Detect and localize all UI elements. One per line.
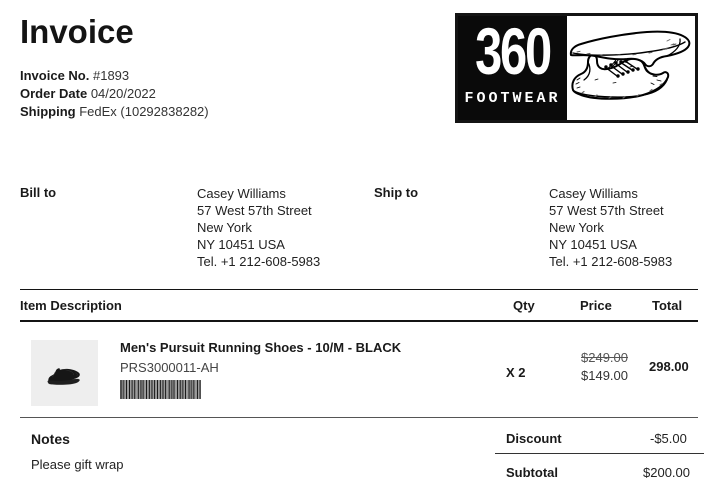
svg-text:FOOTWEAR: FOOTWEAR	[464, 90, 560, 107]
svg-text:360: 360	[475, 19, 550, 87]
